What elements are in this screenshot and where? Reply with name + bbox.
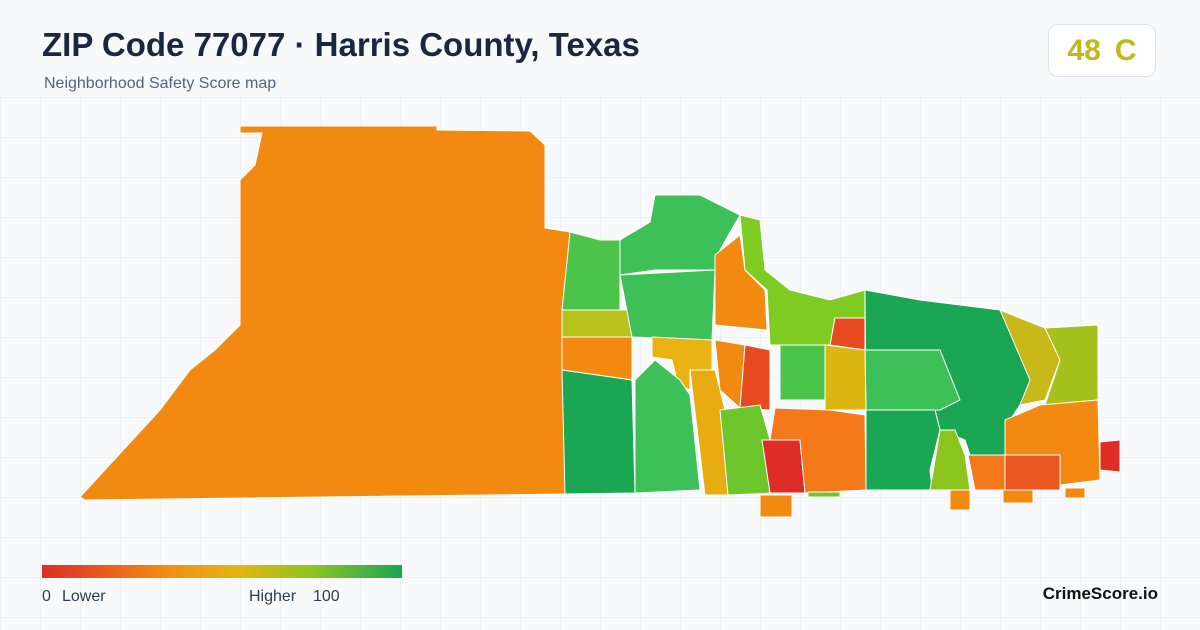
score-badge: 48 C (1048, 24, 1156, 77)
legend-max-label: Higher (249, 588, 297, 605)
legend-max: 100 (313, 588, 340, 605)
legend-min: 0 (42, 588, 51, 605)
subtitle: Neighborhood Safety Score map (44, 75, 277, 92)
score-grade: C (1114, 33, 1137, 67)
brand: CrimeScore.io (1042, 584, 1158, 603)
map-regions (79, 125, 1121, 518)
score-value: 48 (1067, 33, 1101, 67)
legend-min-label: Lower (62, 588, 106, 605)
legend-gradient (42, 565, 402, 578)
title: ZIP Code 77077 · Harris County, Texas (42, 26, 640, 63)
